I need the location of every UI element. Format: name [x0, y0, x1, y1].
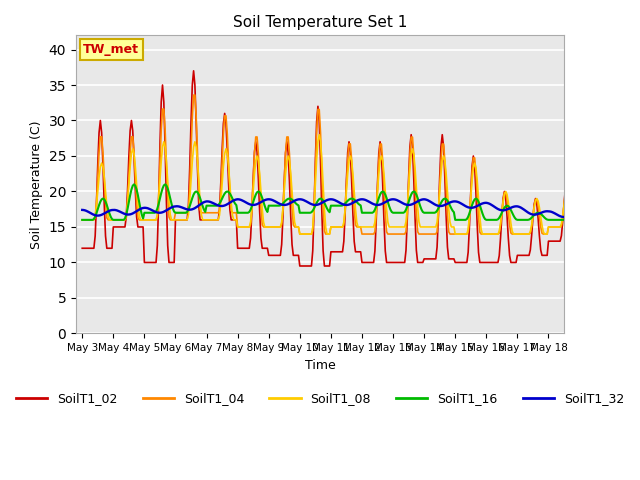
SoilT1_04	[95, 149, 103, 155]
SoilT1_04	[573, 224, 580, 230]
SoilT1_02	[508, 260, 516, 265]
SoilT1_08	[573, 224, 580, 230]
SoilT1_08	[296, 231, 303, 237]
SoilT1_04	[296, 231, 303, 237]
SoilT1_02	[575, 238, 582, 244]
SoilT1_16	[572, 217, 579, 223]
SoilT1_08	[435, 206, 442, 212]
SoilT1_32	[335, 199, 342, 205]
SoilT1_08	[316, 132, 323, 138]
SoilT1_32	[560, 214, 568, 220]
SoilT1_04	[336, 224, 344, 230]
SoilT1_02	[336, 249, 344, 255]
SoilT1_32	[78, 207, 86, 213]
SoilT1_02	[189, 68, 197, 74]
Line: SoilT1_02: SoilT1_02	[82, 71, 579, 266]
SoilT1_04	[575, 224, 582, 230]
SoilT1_16	[335, 203, 342, 208]
SoilT1_16	[433, 208, 441, 214]
SoilT1_04	[435, 212, 442, 218]
SoilT1_02	[111, 224, 118, 230]
SoilT1_02	[78, 245, 86, 251]
SoilT1_08	[508, 228, 516, 234]
SoilT1_08	[336, 224, 344, 230]
SoilT1_04	[189, 92, 197, 98]
SoilT1_32	[95, 213, 103, 218]
X-axis label: Time: Time	[305, 359, 335, 372]
Line: SoilT1_04: SoilT1_04	[82, 95, 579, 234]
SoilT1_04	[78, 217, 86, 223]
SoilT1_16	[78, 217, 86, 223]
SoilT1_04	[111, 217, 118, 223]
SoilT1_32	[573, 209, 580, 215]
SoilT1_32	[433, 203, 441, 208]
SoilT1_02	[435, 213, 442, 219]
Line: SoilT1_08: SoilT1_08	[82, 135, 579, 234]
SoilT1_08	[575, 224, 582, 230]
SoilT1_04	[508, 231, 516, 237]
SoilT1_08	[111, 217, 118, 223]
SoilT1_32	[234, 196, 241, 202]
SoilT1_32	[575, 208, 582, 214]
SoilT1_08	[95, 174, 103, 180]
SoilT1_16	[130, 181, 138, 187]
Y-axis label: Soil Temperature (C): Soil Temperature (C)	[30, 120, 43, 249]
Line: SoilT1_16: SoilT1_16	[82, 184, 579, 220]
SoilT1_16	[111, 217, 118, 223]
Line: SoilT1_32: SoilT1_32	[82, 199, 579, 217]
SoilT1_02	[573, 238, 580, 244]
SoilT1_32	[507, 205, 515, 211]
SoilT1_08	[78, 217, 86, 223]
SoilT1_16	[95, 202, 103, 208]
SoilT1_16	[507, 207, 515, 213]
SoilT1_32	[111, 207, 118, 213]
Legend: SoilT1_02, SoilT1_04, SoilT1_08, SoilT1_16, SoilT1_32: SoilT1_02, SoilT1_04, SoilT1_08, SoilT1_…	[11, 387, 629, 410]
Title: Soil Temperature Set 1: Soil Temperature Set 1	[233, 15, 407, 30]
Text: TW_met: TW_met	[83, 43, 140, 56]
SoilT1_02	[95, 130, 103, 135]
SoilT1_16	[575, 217, 582, 223]
SoilT1_02	[296, 263, 303, 269]
